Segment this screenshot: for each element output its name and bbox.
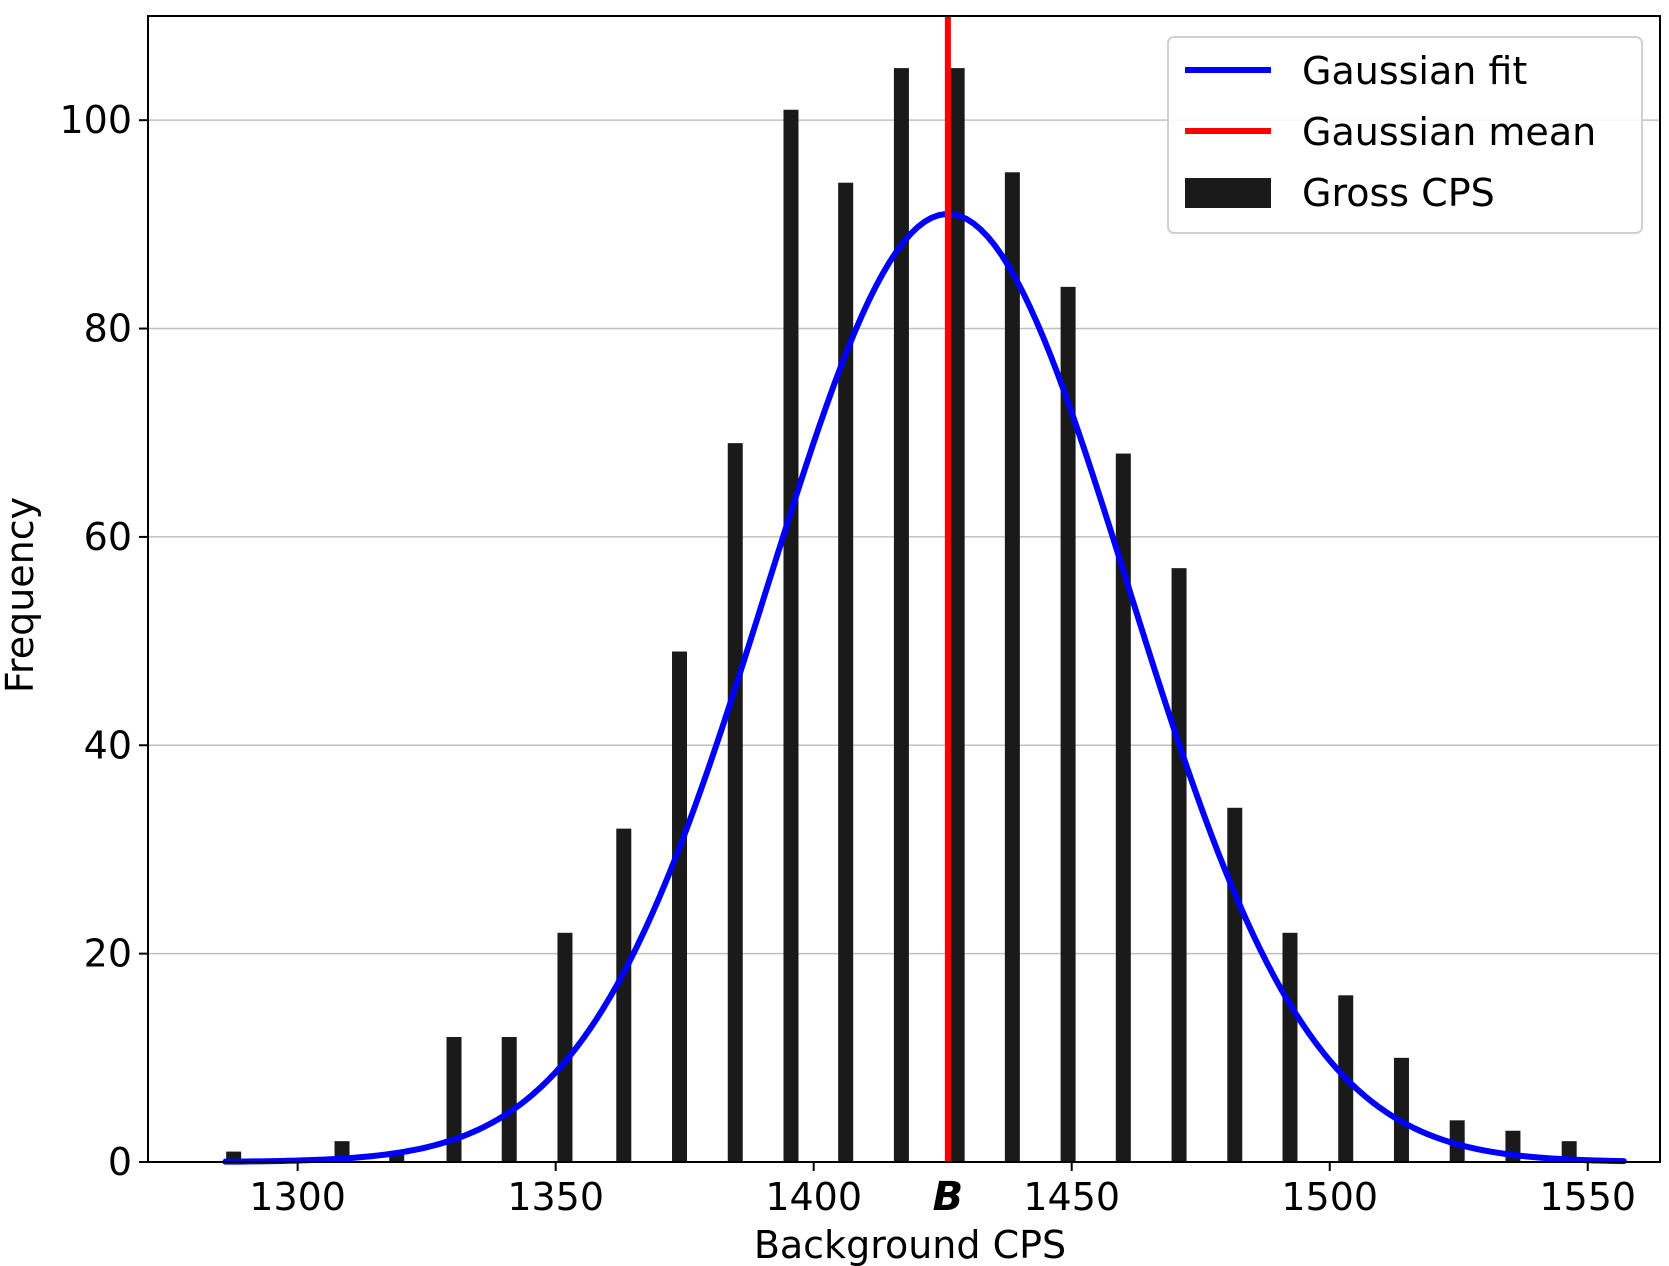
legend-bar-swatch bbox=[1185, 178, 1271, 208]
legend-fit-label: Gaussian fit bbox=[1302, 49, 1527, 93]
y-tick-label: 0 bbox=[108, 1140, 132, 1184]
legend-mean-label: Gaussian mean bbox=[1302, 110, 1596, 154]
histogram-bar bbox=[501, 1036, 517, 1162]
histogram-bar bbox=[616, 828, 632, 1162]
histogram-bar bbox=[1115, 453, 1131, 1163]
x-tick-label: 1550 bbox=[1539, 1175, 1636, 1219]
histogram-bar bbox=[1227, 807, 1243, 1162]
y-tick-label: 40 bbox=[84, 723, 132, 767]
x-tick-label: 1300 bbox=[249, 1175, 346, 1219]
histogram-bar bbox=[1393, 1057, 1409, 1162]
legend-box bbox=[1167, 36, 1643, 234]
y-axis-ticks: 0 20 40 60 80 100 bbox=[59, 98, 148, 1184]
histogram-bar bbox=[727, 443, 743, 1162]
histogram-bar bbox=[838, 182, 854, 1162]
histogram-bar bbox=[1171, 568, 1187, 1162]
y-tick-label: 100 bbox=[59, 98, 132, 142]
histogram-bar bbox=[949, 68, 965, 1162]
x-axis-ticks: 1300 1350 1400 1450 1500 1550 bbox=[249, 1162, 1636, 1219]
plot-frame bbox=[147, 15, 1661, 1163]
y-tick-label: 20 bbox=[84, 932, 132, 976]
legend-bar-label: Gross CPS bbox=[1302, 171, 1495, 215]
mean-annotation-label: B bbox=[933, 1174, 964, 1220]
legend: Gaussian fit Gaussian mean Gross CPS bbox=[1167, 36, 1643, 234]
histogram-bar bbox=[893, 68, 909, 1162]
x-tick-label: 1350 bbox=[507, 1175, 604, 1219]
histogram-bar bbox=[446, 1036, 462, 1162]
x-axis-title: Background CPS bbox=[754, 1223, 1066, 1266]
x-tick-label: 1500 bbox=[1281, 1175, 1378, 1219]
histogram-bar bbox=[783, 109, 799, 1162]
y-tick-label: 60 bbox=[84, 515, 132, 559]
histogram-bar bbox=[389, 1151, 405, 1162]
histogram-bar bbox=[672, 651, 688, 1162]
histogram-bar bbox=[1060, 286, 1076, 1162]
y-axis-title: Frequency bbox=[0, 497, 42, 693]
histogram-bar bbox=[226, 1151, 242, 1162]
histogram-bar bbox=[1282, 932, 1298, 1162]
histogram-bar bbox=[557, 932, 573, 1162]
gaussian-fit-line bbox=[222, 211, 1627, 1165]
x-tick-label: 1400 bbox=[765, 1175, 862, 1219]
y-tick-label: 80 bbox=[84, 307, 132, 351]
x-tick-label: 1450 bbox=[1023, 1175, 1120, 1219]
histogram-bar bbox=[1004, 172, 1020, 1163]
fit-curve-layer bbox=[222, 211, 1627, 1165]
bars bbox=[226, 68, 1577, 1163]
